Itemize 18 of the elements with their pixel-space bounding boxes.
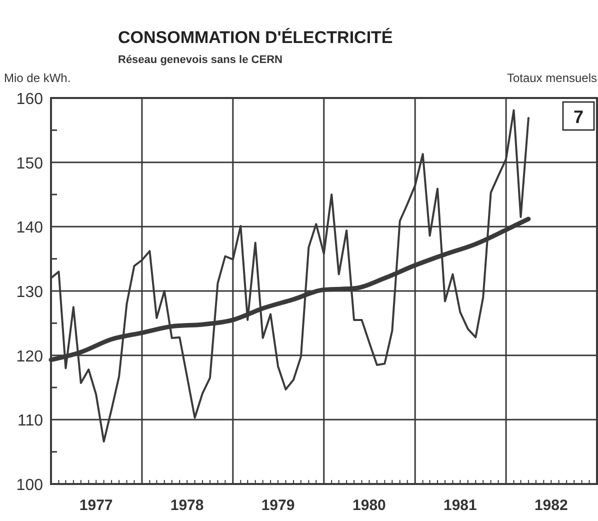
- text: Totaux mensuels: [506, 71, 597, 85]
- y-tick-label: 140: [16, 220, 44, 237]
- chart-title: CONSOMMATION D'ÉLECTRICITÉ: [118, 27, 393, 47]
- y-axis-title: Mio de kWh.: [4, 71, 71, 85]
- x-tick-label: 1978: [170, 497, 204, 514]
- x-tick-label: 1979: [261, 497, 295, 514]
- y-tick-label: 160: [16, 91, 44, 108]
- x-tick-label: 1980: [352, 497, 386, 514]
- chart-subtitle: Réseau genevois sans le CERN: [118, 54, 283, 66]
- x-tick-label: 1981: [444, 497, 477, 514]
- y-tick-label: 150: [16, 155, 44, 172]
- y-tick-label: 110: [17, 412, 44, 430]
- annotation: 7: [573, 107, 584, 127]
- y-tick-label: 130: [16, 284, 44, 301]
- x-tick-label: 1977: [79, 497, 113, 514]
- y-tick-label: 120: [16, 348, 44, 366]
- y-tick-label: 100: [16, 477, 44, 494]
- x-tick-label: 1982: [534, 497, 568, 514]
